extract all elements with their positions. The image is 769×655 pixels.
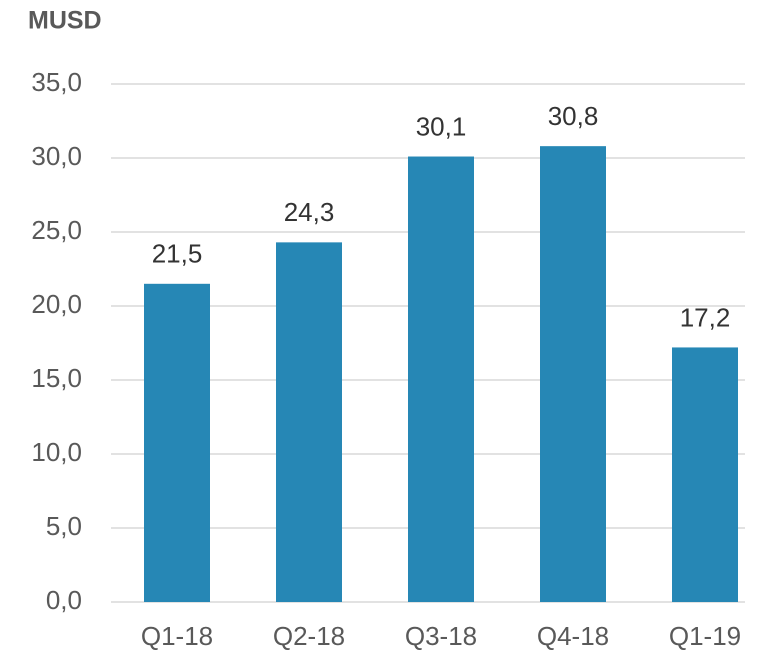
data-label: 17,2	[680, 302, 731, 332]
y-tick-label: 15,0	[31, 363, 82, 393]
y-tick-label: 35,0	[31, 67, 82, 97]
data-label: 30,8	[548, 101, 599, 131]
x-tick-label: Q4-18	[537, 621, 609, 651]
bar	[540, 146, 606, 602]
y-tick-label: 10,0	[31, 437, 82, 467]
x-tick-label: Q1-19	[669, 621, 741, 651]
chart-title: MUSD	[28, 7, 102, 35]
y-tick-label: 0,0	[46, 585, 82, 615]
x-tick-label: Q1-18	[141, 621, 213, 651]
y-tick-label: 5,0	[46, 511, 82, 541]
y-tick-label: 30,0	[31, 141, 82, 171]
bar	[276, 242, 342, 603]
bar	[672, 347, 738, 602]
x-tick-label: Q2-18	[273, 621, 345, 651]
data-label: 21,5	[152, 239, 203, 269]
x-tick-label: Q3-18	[405, 621, 477, 651]
bar	[144, 283, 210, 602]
data-label: 24,3	[284, 197, 335, 227]
data-label: 30,1	[416, 111, 467, 141]
y-tick-label: 20,0	[31, 289, 82, 319]
bar	[408, 156, 474, 602]
y-tick-label: 25,0	[31, 215, 82, 245]
